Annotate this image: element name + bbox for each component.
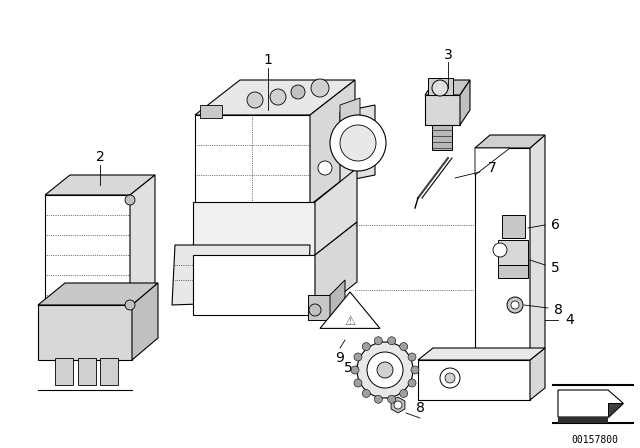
Circle shape <box>511 301 519 309</box>
Text: 3: 3 <box>444 48 452 62</box>
Polygon shape <box>502 215 525 238</box>
Circle shape <box>400 343 408 350</box>
Text: 7: 7 <box>488 161 497 175</box>
Circle shape <box>125 195 135 205</box>
Circle shape <box>291 85 305 99</box>
Circle shape <box>309 304 321 316</box>
Circle shape <box>408 379 416 387</box>
Circle shape <box>374 337 382 345</box>
Polygon shape <box>320 292 380 328</box>
Circle shape <box>318 161 332 175</box>
Polygon shape <box>315 222 357 315</box>
Polygon shape <box>308 295 330 320</box>
Polygon shape <box>132 283 158 360</box>
Polygon shape <box>558 390 623 417</box>
Circle shape <box>247 92 263 108</box>
Circle shape <box>400 389 408 397</box>
Polygon shape <box>418 360 530 400</box>
Text: 8: 8 <box>554 303 563 317</box>
Circle shape <box>493 243 507 257</box>
Polygon shape <box>428 78 453 95</box>
Polygon shape <box>475 148 530 360</box>
Polygon shape <box>340 98 360 122</box>
Text: 00157800: 00157800 <box>572 435 618 445</box>
Text: ⚠: ⚠ <box>344 314 356 327</box>
Polygon shape <box>315 168 357 255</box>
Circle shape <box>125 300 135 310</box>
Polygon shape <box>475 135 545 148</box>
Circle shape <box>362 343 371 350</box>
Polygon shape <box>38 283 158 305</box>
Circle shape <box>377 362 393 378</box>
Text: 9: 9 <box>335 351 344 365</box>
Text: 4: 4 <box>566 313 574 327</box>
Circle shape <box>270 89 286 105</box>
Polygon shape <box>418 348 545 360</box>
Circle shape <box>351 366 359 374</box>
Circle shape <box>408 353 416 361</box>
Text: 1: 1 <box>264 53 273 67</box>
Circle shape <box>354 353 362 361</box>
Circle shape <box>394 401 402 409</box>
Polygon shape <box>498 240 528 265</box>
Polygon shape <box>195 115 310 205</box>
Polygon shape <box>530 135 545 360</box>
Polygon shape <box>45 175 155 195</box>
Text: 5: 5 <box>550 261 559 275</box>
Circle shape <box>411 366 419 374</box>
Polygon shape <box>475 148 510 175</box>
Polygon shape <box>330 280 345 320</box>
Text: 6: 6 <box>550 218 559 232</box>
Text: 2: 2 <box>95 150 104 164</box>
Circle shape <box>354 379 362 387</box>
Polygon shape <box>78 358 96 385</box>
Circle shape <box>432 80 448 96</box>
Polygon shape <box>172 245 310 305</box>
Polygon shape <box>130 175 155 310</box>
Polygon shape <box>432 125 452 150</box>
Circle shape <box>362 389 371 397</box>
Polygon shape <box>55 358 73 385</box>
Polygon shape <box>425 95 460 125</box>
Polygon shape <box>45 195 130 310</box>
Circle shape <box>445 373 455 383</box>
Text: 8: 8 <box>415 401 424 415</box>
Polygon shape <box>38 305 132 360</box>
Polygon shape <box>558 417 608 423</box>
Circle shape <box>357 342 413 398</box>
Circle shape <box>340 125 376 161</box>
Circle shape <box>311 79 329 97</box>
Polygon shape <box>460 80 470 125</box>
Circle shape <box>388 395 396 403</box>
Polygon shape <box>340 105 375 182</box>
Polygon shape <box>498 265 528 278</box>
Circle shape <box>388 337 396 345</box>
Circle shape <box>507 297 523 313</box>
Polygon shape <box>425 80 470 95</box>
Text: 5: 5 <box>344 361 353 375</box>
Polygon shape <box>391 397 405 413</box>
Polygon shape <box>200 105 222 118</box>
Polygon shape <box>100 358 118 385</box>
Circle shape <box>374 395 382 403</box>
Polygon shape <box>193 255 315 315</box>
Polygon shape <box>608 403 623 417</box>
Polygon shape <box>530 348 545 400</box>
Circle shape <box>367 352 403 388</box>
Polygon shape <box>310 80 355 205</box>
Polygon shape <box>193 202 315 255</box>
Circle shape <box>440 368 460 388</box>
Circle shape <box>330 115 386 171</box>
Polygon shape <box>195 80 355 115</box>
